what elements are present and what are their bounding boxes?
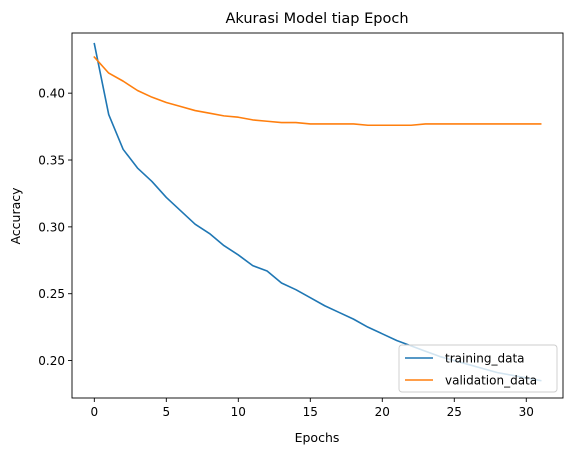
x-axis-label: Epochs — [295, 430, 340, 445]
legend: training_data validation_data — [398, 344, 558, 393]
legend-label: training_data — [445, 352, 525, 366]
y-tick-label: 0.35 — [38, 154, 65, 168]
series-line-training-data — [93, 42, 542, 382]
series-layer — [93, 42, 542, 382]
x-tick-label: 20 — [375, 405, 390, 419]
x-tick-label: 15 — [303, 405, 318, 419]
legend-box — [398, 344, 558, 393]
x-tick-label: 10 — [231, 405, 246, 419]
legend-label: validation_data — [445, 374, 537, 388]
y-tick-label: 0.40 — [38, 87, 65, 101]
x-axis-ticks: 0 5 10 15 20 25 30 — [90, 398, 534, 419]
y-tick-label: 0.25 — [38, 287, 65, 301]
y-axis-label: Accuracy — [8, 187, 23, 245]
x-tick-label: 25 — [447, 405, 462, 419]
y-tick-label: 0.20 — [38, 354, 65, 368]
x-tick-label: 30 — [519, 405, 534, 419]
x-tick-label: 0 — [90, 405, 98, 419]
series-line-validation-data — [93, 55, 542, 127]
y-axis-ticks: 0.20 0.25 0.30 0.35 0.40 — [38, 87, 72, 368]
chart-title: Akurasi Model tiap Epoch — [225, 11, 408, 27]
y-tick-label: 0.30 — [38, 220, 65, 234]
x-tick-label: 5 — [162, 405, 170, 419]
axes-frame — [71, 32, 564, 399]
